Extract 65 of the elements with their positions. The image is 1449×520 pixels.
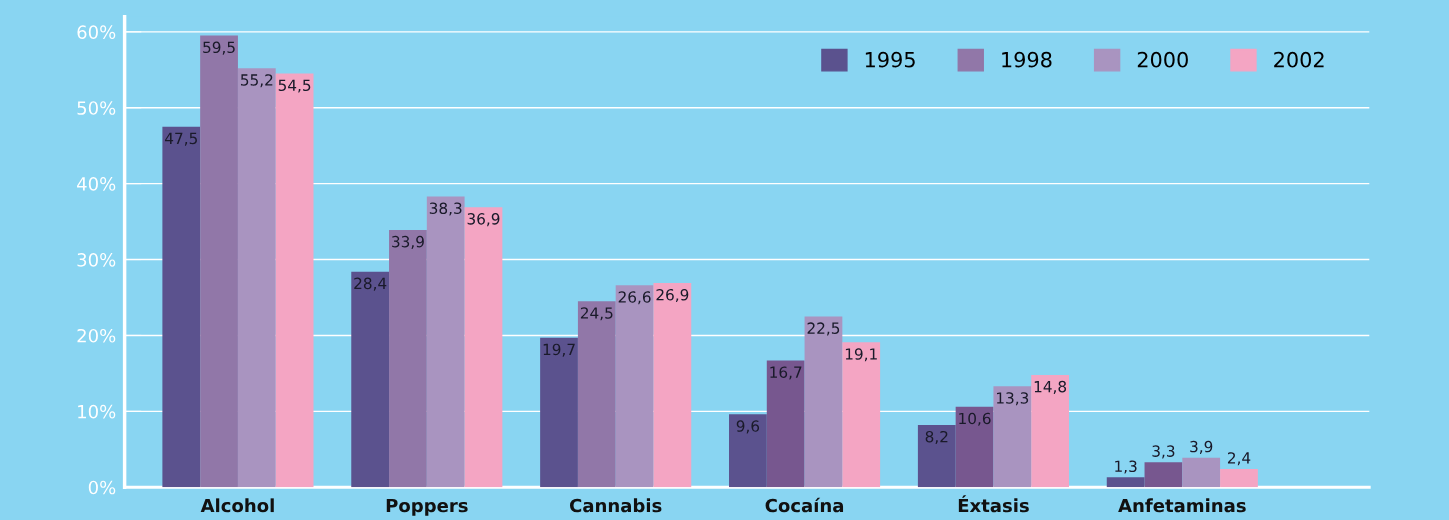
data-label: 54,5 — [278, 79, 311, 93]
data-label: 19,1 — [845, 348, 877, 362]
bar — [1144, 462, 1183, 488]
bar — [200, 35, 238, 488]
x-tick-label: Alcohol — [200, 498, 274, 513]
data-label: 3,9 — [1190, 440, 1213, 454]
data-label: 22,5 — [807, 322, 840, 336]
x-tick-label: Poppers — [386, 498, 468, 516]
bar — [766, 360, 805, 488]
data-label: 47,5 — [165, 132, 197, 146]
y-tick-label: 50% — [77, 101, 116, 115]
bar — [426, 196, 465, 488]
data-label: 38,3 — [429, 202, 462, 216]
data-label: 26,6 — [618, 291, 651, 305]
bar — [729, 414, 767, 488]
bar — [275, 73, 314, 488]
bar — [1031, 374, 1069, 488]
x-tick-label: Cocaína — [765, 497, 844, 513]
data-label: 28,4 — [354, 277, 387, 291]
data-label: 19,7 — [543, 343, 575, 357]
bar — [653, 283, 692, 488]
bar — [577, 301, 616, 488]
data-label: 2,4 — [1227, 452, 1251, 466]
bar — [237, 68, 276, 488]
bar — [540, 337, 578, 488]
y-tick-label: 0% — [88, 480, 116, 495]
bar — [917, 425, 956, 488]
x-tick-label: Éxtasis — [958, 495, 1029, 513]
data-label: 8,2 — [925, 430, 948, 445]
y-tick-label: 60% — [77, 25, 116, 39]
bar — [464, 207, 503, 488]
data-label: 14,8 — [1034, 380, 1067, 394]
bar — [615, 285, 654, 488]
bar — [351, 271, 390, 488]
data-label: 10,6 — [959, 412, 991, 426]
data-label: 55,2 — [241, 74, 273, 88]
bar — [1106, 477, 1145, 488]
legend-label: 2000 — [1137, 51, 1188, 68]
data-label: 9,6 — [736, 420, 760, 434]
bar — [1220, 469, 1258, 488]
data-label: 16,7 — [770, 366, 802, 380]
legend-label: 1995 — [865, 51, 915, 68]
y-tick-label: 10% — [78, 404, 116, 419]
bar — [993, 386, 1032, 488]
data-label: 59,5 — [203, 41, 235, 55]
y-tick-label: 40% — [77, 177, 116, 191]
legend-label: 1998 — [1002, 51, 1052, 68]
bar — [162, 126, 201, 488]
data-label: 13,3 — [997, 392, 1029, 406]
legend-label: 2002 — [1274, 51, 1324, 68]
bar — [389, 229, 427, 488]
y-tick-label: 30% — [77, 252, 116, 267]
bar — [955, 406, 994, 488]
bar — [1182, 457, 1221, 488]
data-label: 24,5 — [580, 307, 613, 321]
bar — [804, 316, 843, 488]
x-tick-label: Anfetaminas — [1118, 498, 1246, 513]
data-label: 26,9 — [656, 288, 689, 303]
data-label: 36,9 — [467, 213, 500, 227]
data-label: 1,3 — [1115, 460, 1137, 474]
bar — [842, 342, 881, 488]
data-label: 3,3 — [1152, 445, 1175, 459]
x-tick-label: Cannabis — [570, 498, 662, 513]
y-tick-label: 20% — [77, 328, 116, 343]
data-label: 33,9 — [392, 235, 424, 249]
